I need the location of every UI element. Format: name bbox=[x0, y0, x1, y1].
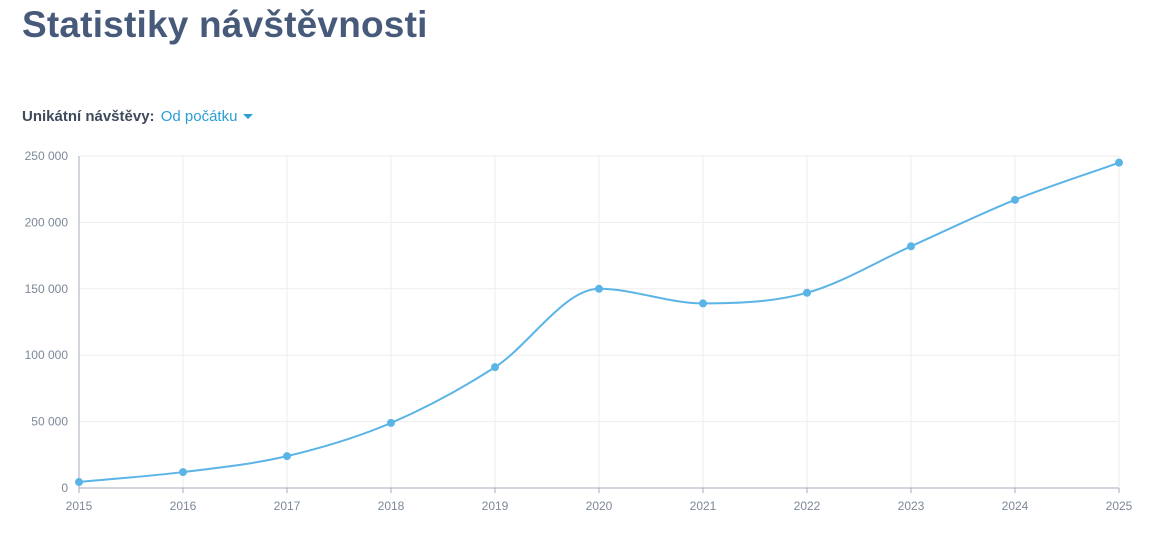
grid-lines bbox=[79, 155, 1120, 488]
data-point-2024[interactable] bbox=[1011, 195, 1019, 204]
x-tick-label: 2023 bbox=[898, 499, 925, 513]
y-tick-label: 0 bbox=[61, 481, 68, 495]
y-tick-label: 100 000 bbox=[25, 348, 69, 362]
x-tick-label: 2021 bbox=[690, 499, 717, 513]
x-tick-label: 2015 bbox=[66, 499, 93, 513]
x-tick-labels: 2015 2016 2017 2018 2019 2020 2021 2022 2023 2024… bbox=[66, 499, 1133, 513]
data-point-2015[interactable] bbox=[75, 478, 83, 487]
data-point-2020[interactable] bbox=[595, 284, 603, 293]
x-tick-label: 2017 bbox=[274, 499, 301, 513]
data-point-2021[interactable] bbox=[699, 299, 707, 308]
period-dropdown[interactable]: Od počátku bbox=[161, 108, 254, 125]
data-point-2025[interactable] bbox=[1115, 158, 1123, 167]
y-tick-labels: 0 50 000 100 000 150 000 200 000 250 000 bbox=[25, 149, 69, 495]
x-tick-label: 2022 bbox=[794, 499, 821, 513]
period-dropdown-value: Od počátku bbox=[160, 108, 238, 125]
x-tick-label: 2016 bbox=[170, 499, 197, 513]
data-point-2022[interactable] bbox=[803, 288, 811, 297]
x-tick-label: 2018 bbox=[378, 499, 405, 513]
data-point-2018[interactable] bbox=[387, 418, 395, 427]
y-tick-label: 150 000 bbox=[25, 282, 69, 296]
x-tick-label: 2020 bbox=[586, 499, 613, 513]
visits-filter: Unikátní návštěvy: Od počátku bbox=[22, 108, 254, 126]
x-tick-label: 2019 bbox=[482, 499, 509, 513]
axes bbox=[78, 156, 1120, 493]
y-tick-label: 200 000 bbox=[25, 215, 69, 229]
data-point-2016[interactable] bbox=[179, 468, 187, 477]
data-point-2017[interactable] bbox=[283, 452, 291, 461]
filter-label: Unikátní návštěvy: bbox=[22, 108, 155, 125]
caret-down-icon bbox=[243, 113, 254, 119]
x-tick-label: 2025 bbox=[1106, 499, 1133, 513]
y-tick-label: 50 000 bbox=[31, 415, 68, 429]
y-tick-label: 250 000 bbox=[25, 149, 69, 163]
x-tick-label: 2024 bbox=[1002, 499, 1029, 513]
data-point-2023[interactable] bbox=[907, 242, 915, 251]
data-point-2019[interactable] bbox=[491, 363, 499, 372]
page-title: Statistiky návštěvnosti bbox=[22, 4, 428, 45]
data-points bbox=[75, 158, 1123, 487]
